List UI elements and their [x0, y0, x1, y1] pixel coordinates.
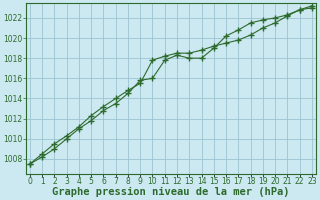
X-axis label: Graphe pression niveau de la mer (hPa): Graphe pression niveau de la mer (hPa)	[52, 187, 290, 197]
